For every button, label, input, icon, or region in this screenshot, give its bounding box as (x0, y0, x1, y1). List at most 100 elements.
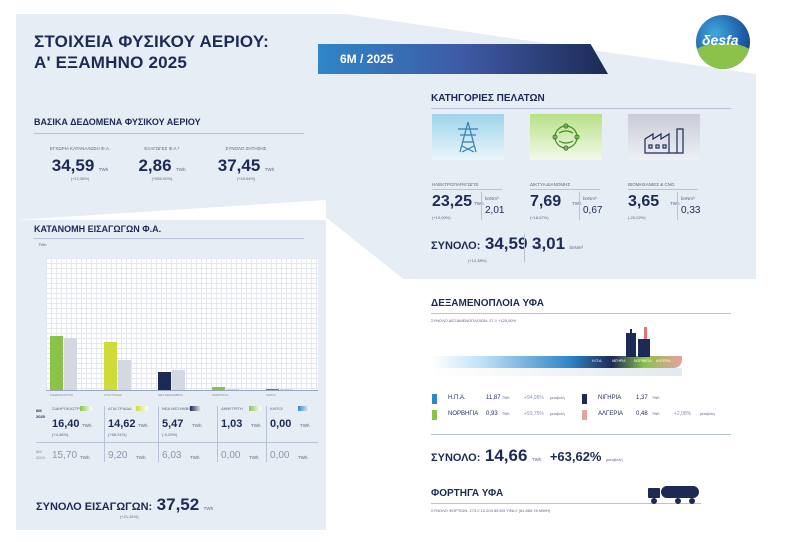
lng-section-title: ΔΕΞΑΜΕΝΟΠΛΟΙΑ ΥΦΑ (431, 298, 544, 309)
customers-total-unit: TWh (531, 245, 542, 250)
imports-col-divider (158, 406, 159, 462)
customers-total-bcm: 3,01 bnNm³ (532, 234, 583, 254)
basic-item-2: ΕΞΑΓΩΓΕΣ Φ.Α.* 2,86 TWh (+550,00%) (122, 146, 202, 181)
imports-total-label: ΣΥΝΟΛΟ ΕΙΣΑΓΩΓΩΝ: (36, 501, 153, 513)
customer-unit: TWh (670, 201, 680, 206)
lng-origin-swatch (432, 394, 437, 404)
customer-bcm-unit: bnNm³ (583, 196, 597, 201)
bar-tick-label: ΑΓΙΑ ΤΡΙΑΔΑ (104, 393, 122, 397)
import-prev-value: 9,20 (108, 450, 128, 461)
lng-origin-unit: TWh (502, 412, 510, 416)
lng-origin-change: +94,95% (524, 395, 544, 401)
import-point-name: ΑΓΙΑ ΤΡΙΑΔΑ (108, 406, 132, 411)
lng-origin-swatch (582, 410, 587, 420)
import-cur-unit: TWh (300, 423, 310, 428)
customer-label: ΒΙΟΜΗΧΑΝΙΕΣ & CNG (628, 182, 675, 187)
basic-unit: TWh (264, 167, 275, 172)
flow-label-algeria: ΑΛΓΕΡΙΑ (656, 359, 671, 363)
lng-flow-ribbon (432, 356, 682, 368)
imports-col-divider (266, 406, 267, 462)
customer-change: (-20,02%) (628, 215, 646, 220)
lng-origin-name: ΝΙΓΗΡΙΑ (598, 395, 622, 401)
import-prev-unit: TWh (190, 455, 200, 460)
power-pylon-icon (456, 120, 480, 159)
import-cur-unit: TWh (192, 423, 202, 428)
customer-label-rule (432, 189, 502, 190)
customer-change: (+10,00%) (432, 215, 451, 220)
bar-tick-label: ΚΗΠΟΙ (266, 393, 276, 397)
basic-value: 34,59 (51, 156, 95, 175)
lng-origin-change: +93,75% (524, 411, 544, 417)
customers-section-title: ΚΑΤΗΓΟΡΙΕΣ ΠΕΛΑΤΩΝ (431, 93, 545, 104)
bar-tick-label: ΣΙΔΗΡΟΚΑΣΤΡΟ (50, 393, 74, 397)
lng-origin-swatch (582, 394, 587, 404)
lng-origin-name: Η.Π.Α. (448, 395, 466, 401)
basic-label: ΣΥΝΟΛΟ ΖΗΤΗΣΗΣ (225, 146, 267, 151)
basic-label: ΕΞΑΓΩΓΕΣ Φ.Α.* (144, 146, 180, 151)
basic-label: ΕΓΧΩΡΙΑ ΚΑΤΑΝΑΛΩΣΗ Φ.Α. (49, 146, 111, 151)
lng-total-change: +63,62% (549, 449, 602, 464)
import-prev-unit: TWh (249, 455, 259, 460)
bar-2025 (158, 371, 171, 390)
logo-text: δesfa (702, 32, 739, 48)
customer-label-rule (628, 189, 698, 190)
lng-origin-value: 0,48 (636, 411, 648, 417)
basic-change: (+19,94%) (236, 176, 256, 181)
lng-flow-shadow (432, 368, 682, 376)
customer-label: ΔΙΚΤΥΑ ΔΙΑΝΟΜΗΣ (530, 182, 571, 187)
imports-total-change: (+21,31%) (120, 514, 139, 519)
imports-section-title: ΚΑΤΑΝΟΜΗ ΕΙΣΑΓΩΓΩΝ Φ.Α. (34, 224, 162, 234)
lng-origin-name: ΝΟΡΒΗΓΙΑ (448, 411, 479, 417)
import-prev-unit: TWh (298, 455, 308, 460)
import-point-name: ΚΗΠΟΙ (270, 406, 283, 411)
basic-title-rule (34, 133, 304, 134)
lng-total-unit: TWh (531, 457, 542, 462)
imports-chart: ΣΙΔΗΡΟΚΑΣΤΡΟ ΑΓΙΑ ΤΡΙΑΔΑ ΝΕΑ ΜΕΣΗΜΒΡΙΑ ΑΜΦΙ… (46, 258, 318, 397)
import-prev-unit: TWh (136, 455, 146, 460)
imports-col-divider (104, 406, 105, 462)
lng-total-label: ΣΥΝΟΛΟ: (431, 452, 481, 464)
customer-change: (+18,67%) (530, 215, 549, 220)
basic-value: 2,86 (138, 156, 172, 175)
import-prev-value: 6,03 (162, 450, 182, 461)
bar-tick-label: ΝΕΑ ΜΕΣΗΜΒΡΙΑ (158, 393, 183, 397)
basic-unit: TWh (98, 167, 109, 172)
customer-bcm-unit: bnNm³ (681, 196, 695, 201)
customer-divider (481, 192, 482, 220)
customer-value: 23,25 (432, 193, 473, 210)
import-prev-value: 0,00 (221, 450, 241, 461)
imports-bars: ΣΙΔΗΡΟΚΑΣΤΡΟ ΑΓΙΑ ΤΡΙΑΔΑ ΝΕΑ ΜΕΣΗΜΒΡΙΑ ΑΜΦΙ… (46, 258, 318, 397)
period-tag-label: 6M / 2025 (340, 52, 394, 66)
lng-origin-change-unit: μεταβολή (550, 396, 565, 400)
customer-label-rule (530, 189, 600, 190)
customers-total-label: ΣΥΝΟΛΟ: (431, 240, 481, 252)
import-cur-unit: TWh (251, 423, 261, 428)
customers-total-change: (+12,38%) (468, 258, 487, 263)
import-point-swatch (190, 406, 202, 411)
customers-total-bcm-unit: bnNm³ (569, 245, 584, 250)
bar-2024 (64, 338, 77, 390)
lng-total-change-unit: μεταβολή (605, 457, 623, 462)
customer-label: ΗΛΕΚΤΡΟΠΑΡΑΓΩΓΟΙ (432, 182, 479, 187)
title-line2: Α' ΕΞΑΜΗΝΟ 2025 (34, 53, 188, 72)
import-cur-value: 14,62 (108, 418, 136, 430)
lng-origin-swatch (432, 410, 437, 420)
imports-total: ΣΥΝΟΛΟ ΕΙΣΑΓΩΓΩΝ: 37,52 TWh (36, 495, 213, 515)
basic-item-1: ΕΓΧΩΡΙΑ ΚΑΤΑΝΑΛΩΣΗ Φ.Α. 34,59 TWh (+12,3… (40, 146, 120, 181)
customers-total-bcm-value: 3,01 (532, 234, 566, 253)
bar-2024 (226, 389, 239, 390)
lng-summary: ΣΥΝΟΛΟ ΔΕΞΑΜΕΝΟΠΛΟΙΩΝ: 27 // +125,00% (431, 318, 517, 323)
customer-unit: TWh (572, 201, 582, 206)
bar-tick-label: ΑΜΦΙΤΡΙΤΗ (212, 393, 229, 397)
desfa-logo: δesfa (696, 15, 750, 69)
import-cur-value: 0,00 (270, 418, 292, 430)
lng-origin-change: +2,08% (674, 411, 692, 417)
lng-title-rule (431, 313, 731, 314)
bar-2024 (280, 389, 293, 390)
basic-value: 37,45 (217, 156, 261, 175)
import-cur-unit: TWh (82, 423, 92, 428)
lng-origin-value: 0,93 (486, 411, 498, 417)
import-cur-value: 5,47 (162, 418, 184, 430)
import-change: (+4,46%) (52, 432, 69, 437)
import-point-name: ΝΕΑ ΜΕΣΗΜΒΡΙΑ (162, 406, 195, 411)
